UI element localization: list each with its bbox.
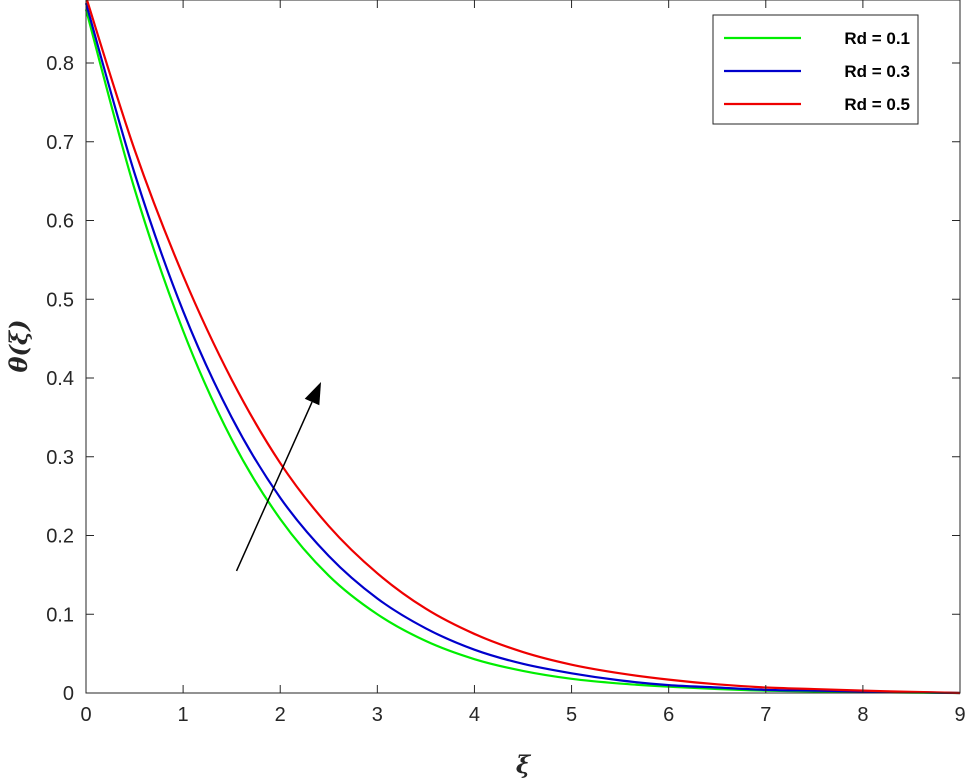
y-tick-label: 0 xyxy=(63,683,74,705)
y-tick-label: 0.8 xyxy=(46,53,74,75)
series-layer xyxy=(84,0,961,695)
axes-box xyxy=(85,0,961,694)
x-tick-label: 7 xyxy=(760,704,771,726)
x-tick-label: 1 xyxy=(178,704,189,726)
x-axis-title: ξ xyxy=(516,750,532,779)
y-tick-label: 0.5 xyxy=(46,289,74,311)
legend: Rd = 0.1 Rd = 0.3 Rd = 0.5 xyxy=(712,14,919,125)
x-tick-label: 9 xyxy=(954,704,965,726)
legend-label-3: Rd = 0.5 xyxy=(844,95,910,114)
y-tick-label: 0.1 xyxy=(46,604,74,626)
legend-label-1: Rd = 0.1 xyxy=(844,29,910,48)
y-tick-label: 0.3 xyxy=(46,447,74,469)
trend-arrow-head xyxy=(304,381,322,406)
y-tick-label: 0.6 xyxy=(46,211,74,233)
x-tick-label: 8 xyxy=(857,704,868,726)
legend-box xyxy=(712,14,919,125)
y-axis-title: θ(ξ) xyxy=(4,320,33,373)
trend-arrow-line xyxy=(235,401,313,572)
x-tick-label: 5 xyxy=(566,704,577,726)
x-tick-label: 3 xyxy=(372,704,383,726)
y-tick-label: 0.2 xyxy=(46,526,74,548)
axes-layer: 0 1 2 3 4 5 6 7 8 9 0 0.1 0.2 0.3 0.4 0.5 0.6 0.7 0.8 xyxy=(46,0,966,726)
x-tick-label: 2 xyxy=(275,704,286,726)
x-tick-label: 4 xyxy=(469,704,480,726)
series-line-2 xyxy=(84,2,961,695)
x-tick-label: 0 xyxy=(80,704,91,726)
y-tick-label: 0.7 xyxy=(46,132,74,154)
y-tick-label: 0.4 xyxy=(46,368,74,390)
annotation-layer xyxy=(235,381,322,572)
series-line-3 xyxy=(85,0,961,695)
x-tick-label: 6 xyxy=(663,704,674,726)
legend-label-2: Rd = 0.3 xyxy=(844,62,910,81)
